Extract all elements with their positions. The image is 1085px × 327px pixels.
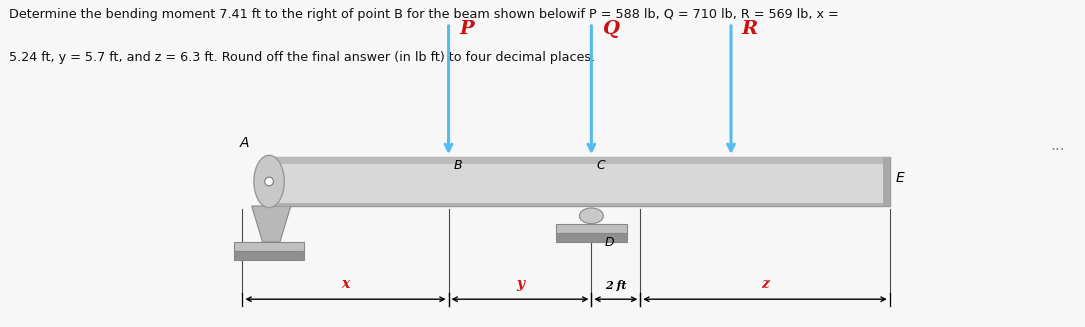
Text: x: x (342, 277, 349, 291)
Bar (557, 233, 627, 242)
Text: B: B (454, 159, 462, 172)
Text: E: E (895, 171, 904, 185)
Ellipse shape (265, 177, 273, 186)
Text: R: R (742, 20, 758, 38)
Bar (268, 157, 890, 164)
Ellipse shape (579, 208, 603, 224)
Text: ...: ... (1050, 138, 1064, 153)
Text: P: P (459, 20, 474, 38)
Polygon shape (252, 206, 291, 242)
Text: D: D (604, 236, 614, 249)
Bar (883, 157, 890, 206)
Bar (234, 242, 304, 251)
Bar (557, 224, 627, 233)
FancyBboxPatch shape (268, 157, 890, 206)
Bar (234, 251, 304, 260)
Text: C: C (597, 159, 605, 172)
Text: 2 ft: 2 ft (605, 280, 626, 291)
Bar (268, 203, 890, 206)
Text: Determine the bending moment 7.41 ft to the right of point B for the beam shown : Determine the bending moment 7.41 ft to … (9, 8, 839, 21)
Text: z: z (761, 277, 769, 291)
Text: y: y (515, 277, 524, 291)
Text: A: A (240, 136, 250, 150)
Ellipse shape (254, 155, 284, 208)
Text: Q: Q (602, 20, 620, 38)
Text: 5.24 ft, y = 5.7 ft, and z = 6.3 ft. Round off the final answer (in lb ft) to fo: 5.24 ft, y = 5.7 ft, and z = 6.3 ft. Rou… (9, 51, 595, 64)
